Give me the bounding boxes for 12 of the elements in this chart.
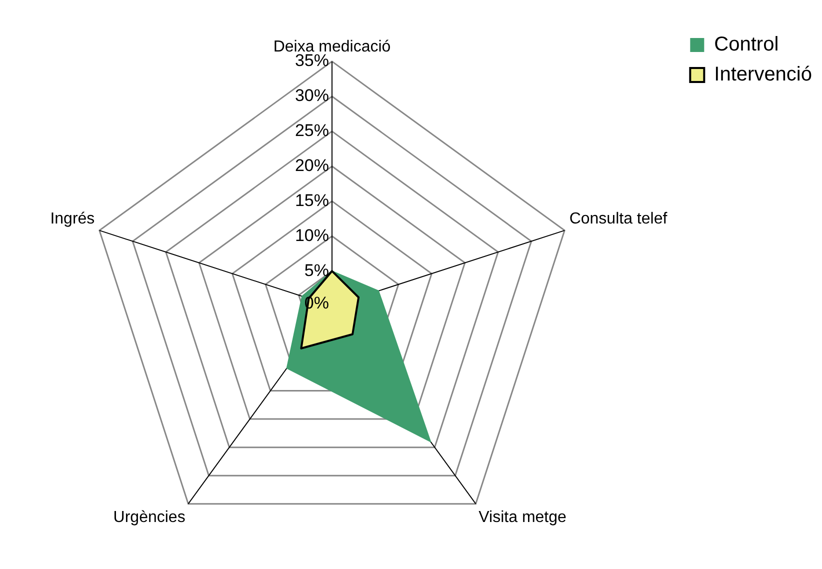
- spoke-label: Visita metge: [478, 508, 567, 526]
- y-tick-label: 10%: [294, 226, 329, 245]
- y-tick-label: 5%: [304, 260, 329, 280]
- spoke-label: Consulta telef: [569, 210, 668, 228]
- y-tick-label: 15%: [294, 190, 329, 210]
- y-tick-label: 20%: [294, 156, 329, 175]
- legend-label: Intervenció: [714, 64, 812, 86]
- legend-label: Control: [714, 34, 779, 56]
- spoke-label: Ingrés: [50, 210, 95, 228]
- y-tick-label: 30%: [294, 86, 329, 106]
- y-tick-label: 25%: [294, 121, 329, 140]
- spoke-label: Urgències: [113, 508, 186, 526]
